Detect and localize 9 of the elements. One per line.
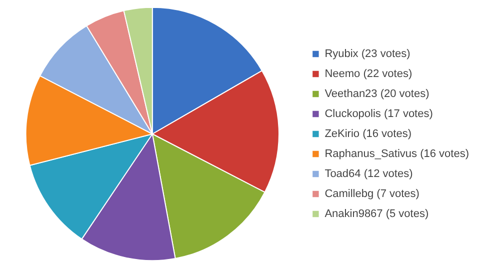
legend-label: Neemo (22 votes) [324,68,412,80]
legend-label: ZeKirio (16 votes) [324,128,412,140]
legend-label: Veethan23 (20 votes) [324,88,430,100]
legend-label: Raphanus_Sativus (16 votes) [324,148,469,160]
legend-label: Anakin9867 (5 votes) [324,208,429,220]
legend-label: Toad64 (12 votes) [324,168,413,180]
legend-label: Camillebg (7 votes) [324,188,420,200]
legend-label: Cluckopolis (17 votes) [324,108,433,120]
legend-label: Ryubix (23 votes) [324,48,410,60]
